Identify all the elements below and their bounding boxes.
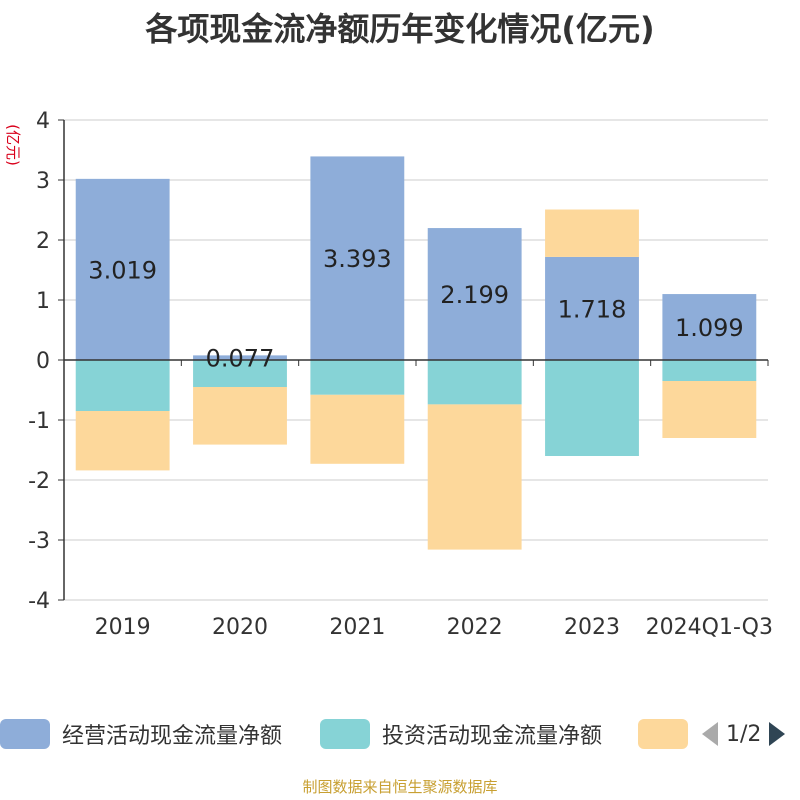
x-tick-label: 2019 bbox=[95, 615, 151, 640]
x-tick-label: 2022 bbox=[447, 615, 503, 640]
source-note: 制图数据来自恒生聚源数据库 bbox=[302, 778, 498, 796]
x-tick-label: 2020 bbox=[212, 615, 268, 640]
y-tick-label: 1 bbox=[36, 289, 50, 314]
y-tick-label: -3 bbox=[28, 529, 50, 554]
bar-series1-2019[interactable] bbox=[75, 360, 170, 411]
y-axis-label: (亿元) bbox=[4, 124, 22, 166]
y-tick-label: -2 bbox=[28, 469, 50, 494]
legend: 经营活动现金流量净额 投资活动现金流量净额 1/2 bbox=[0, 712, 800, 756]
bar-series2-2021[interactable] bbox=[310, 394, 405, 464]
x-tick-label: 2023 bbox=[564, 615, 620, 640]
data-label-2020: 0.077 bbox=[206, 345, 275, 373]
legend-label-investing: 投资活动现金流量净额 bbox=[382, 724, 603, 749]
legend-item-operating[interactable]: 经营活动现金流量净额 bbox=[0, 718, 282, 750]
data-label-2021: 3.393 bbox=[323, 245, 392, 273]
bar-series1-2023[interactable] bbox=[545, 360, 639, 456]
y-tick-label: 2 bbox=[36, 229, 50, 254]
bar-series2-2024Q1-Q3[interactable] bbox=[662, 381, 757, 438]
bar-series0-2024Q1-Q3[interactable] bbox=[662, 294, 757, 360]
x-tick-label: 2024Q1-Q3 bbox=[646, 615, 773, 640]
x-tick-label: 2021 bbox=[329, 615, 385, 640]
bar-series2-2022[interactable] bbox=[427, 404, 522, 550]
chart-title: 各项现金流净额历年变化情况(亿元) bbox=[145, 10, 655, 48]
bar-series0-2020[interactable] bbox=[193, 355, 287, 360]
bars bbox=[75, 156, 757, 550]
data-label-2024Q1-Q3: 1.099 bbox=[675, 314, 744, 342]
y-tick-label: 3 bbox=[36, 169, 50, 194]
bar-series1-2024Q1-Q3[interactable] bbox=[662, 360, 757, 381]
legend-label-operating: 经营活动现金流量净额 bbox=[62, 724, 283, 749]
axes: 4 3 2 1 0 -1 -2 -3 -4 2019 2020 2021 2022 2023 2024Q1-… bbox=[4, 109, 773, 640]
legend-swatch-operating bbox=[0, 719, 50, 749]
y-tick-label: -1 bbox=[28, 409, 50, 434]
bar-series1-2021[interactable] bbox=[310, 360, 405, 395]
bar-series1-2022[interactable] bbox=[427, 360, 522, 405]
legend-item-financing[interactable] bbox=[638, 718, 688, 750]
legend-swatch-investing bbox=[320, 719, 370, 749]
bar-series2-2019[interactable] bbox=[75, 411, 170, 471]
pager-prev-icon[interactable] bbox=[700, 720, 720, 748]
data-label-2019: 3.019 bbox=[88, 256, 157, 284]
pager-next-icon[interactable] bbox=[767, 720, 787, 748]
bar-series2-2023[interactable] bbox=[545, 209, 639, 257]
bar-series0-2021[interactable] bbox=[310, 156, 405, 360]
legend-pager: 1/2 bbox=[700, 718, 787, 750]
bar-series0-2023[interactable] bbox=[545, 256, 639, 360]
bar-series0-2019[interactable] bbox=[75, 178, 170, 360]
grid-lines bbox=[64, 119, 768, 601]
y-tick-label: -4 bbox=[28, 589, 50, 614]
legend-swatch-financing bbox=[638, 719, 688, 749]
data-label-2022: 2.199 bbox=[440, 281, 509, 309]
pager-text: 1/2 bbox=[726, 721, 762, 747]
data-label-2023: 1.718 bbox=[558, 295, 627, 323]
bar-series0-2022[interactable] bbox=[427, 228, 522, 360]
y-tick-label: 0 bbox=[36, 349, 50, 374]
data-labels: 3.019 0.077 3.393 2.199 1.718 1.099 bbox=[88, 245, 743, 372]
bar-series2-2020[interactable] bbox=[193, 387, 287, 445]
y-tick-label: 4 bbox=[36, 109, 50, 134]
bar-series1-2020[interactable] bbox=[193, 360, 287, 387]
legend-item-investing[interactable]: 投资活动现金流量净额 bbox=[320, 718, 602, 750]
